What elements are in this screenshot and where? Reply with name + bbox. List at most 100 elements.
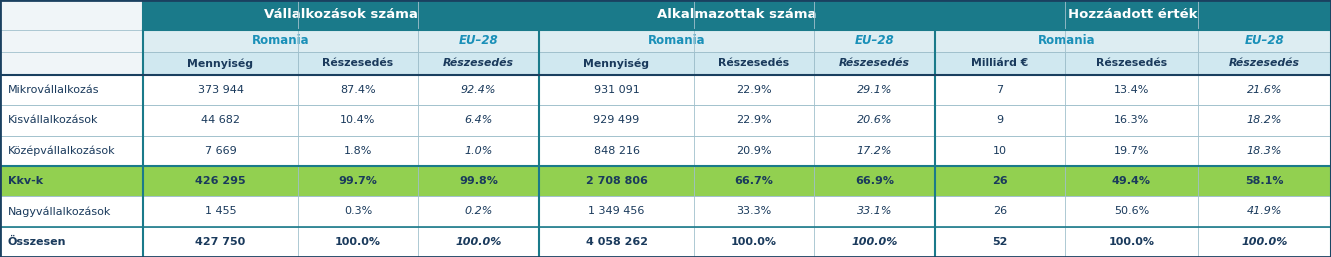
Text: 92.4%: 92.4% <box>461 85 496 95</box>
Text: 50.6%: 50.6% <box>1114 207 1149 216</box>
Bar <box>1198 30 1331 52</box>
Text: 0.3%: 0.3% <box>343 207 373 216</box>
Bar <box>934 52 1065 75</box>
Bar <box>142 30 418 52</box>
Text: 26: 26 <box>992 176 1008 186</box>
Text: 848 216: 848 216 <box>594 146 639 156</box>
Text: 22.9%: 22.9% <box>736 85 772 95</box>
Bar <box>539 0 934 30</box>
Text: Vállalkozások száma: Vállalkozások száma <box>264 8 418 22</box>
Text: Hozzáadott érték: Hozzáadott érték <box>1069 8 1198 22</box>
Text: Részesedés: Részesedés <box>719 59 789 69</box>
Text: 13.4%: 13.4% <box>1114 85 1149 95</box>
Text: 100.0%: 100.0% <box>1109 237 1154 247</box>
Bar <box>815 30 934 52</box>
Text: 20.9%: 20.9% <box>736 146 772 156</box>
Bar <box>815 52 934 75</box>
Bar <box>934 30 1198 52</box>
Bar <box>1198 52 1331 75</box>
Text: 10.4%: 10.4% <box>341 115 375 125</box>
Text: 29.1%: 29.1% <box>857 85 892 95</box>
Text: 41.9%: 41.9% <box>1247 207 1282 216</box>
Text: 100.0%: 100.0% <box>852 237 897 247</box>
Text: 58.1%: 58.1% <box>1246 176 1284 186</box>
Text: 44 682: 44 682 <box>201 115 240 125</box>
Text: 49.4%: 49.4% <box>1111 176 1151 186</box>
Text: Romania: Romania <box>1038 34 1095 48</box>
Text: Mikrovállalkozás: Mikrovállalkozás <box>8 85 100 95</box>
Text: Részesedés: Részesedés <box>1095 59 1167 69</box>
Text: 22.9%: 22.9% <box>736 115 772 125</box>
Text: Nagyvállalkozások: Nagyvállalkozások <box>8 206 112 217</box>
Text: 100.0%: 100.0% <box>731 237 777 247</box>
Text: Mennyiség: Mennyiség <box>583 58 650 69</box>
Text: 99.7%: 99.7% <box>338 176 378 186</box>
Bar <box>0 136 1331 166</box>
Text: Romania: Romania <box>252 34 309 48</box>
Text: 0.2%: 0.2% <box>465 207 492 216</box>
Bar <box>539 52 693 75</box>
Text: 19.7%: 19.7% <box>1114 146 1149 156</box>
Text: 427 750: 427 750 <box>196 237 246 247</box>
Text: EU–28: EU–28 <box>855 34 894 48</box>
Text: 18.2%: 18.2% <box>1247 115 1282 125</box>
Bar <box>0 75 1331 105</box>
Text: EU–28: EU–28 <box>459 34 498 48</box>
Text: 100.0%: 100.0% <box>1242 237 1287 247</box>
Bar <box>142 52 298 75</box>
Text: Kisvállalkozások: Kisvállalkozások <box>8 115 98 125</box>
Text: 18.3%: 18.3% <box>1247 146 1282 156</box>
Text: 10: 10 <box>993 146 1008 156</box>
Bar <box>0 227 1331 257</box>
Text: 373 944: 373 944 <box>197 85 244 95</box>
Text: Középvállalkozások: Középvállalkozások <box>8 145 116 156</box>
Text: 9: 9 <box>997 115 1004 125</box>
Text: 87.4%: 87.4% <box>341 85 375 95</box>
Text: 931 091: 931 091 <box>594 85 639 95</box>
Bar <box>693 52 815 75</box>
Bar <box>1065 52 1198 75</box>
Text: 929 499: 929 499 <box>594 115 640 125</box>
Bar <box>298 52 418 75</box>
Text: Részesedés: Részesedés <box>443 59 514 69</box>
Bar <box>934 0 1331 30</box>
Bar <box>539 30 815 52</box>
Text: 1 455: 1 455 <box>205 207 237 216</box>
Text: 6.4%: 6.4% <box>465 115 492 125</box>
Text: 16.3%: 16.3% <box>1114 115 1149 125</box>
Bar <box>0 196 1331 227</box>
Text: 426 295: 426 295 <box>196 176 246 186</box>
Text: 26: 26 <box>993 207 1008 216</box>
Bar <box>418 30 539 52</box>
Text: 7: 7 <box>997 85 1004 95</box>
Text: EU–28: EU–28 <box>1244 34 1284 48</box>
Bar <box>142 0 539 30</box>
Text: 1.8%: 1.8% <box>343 146 373 156</box>
Text: 66.7%: 66.7% <box>735 176 773 186</box>
Text: Alkalmazottak száma: Alkalmazottak száma <box>658 8 817 22</box>
Text: 52: 52 <box>993 237 1008 247</box>
Text: 33.3%: 33.3% <box>736 207 772 216</box>
Text: Romania: Romania <box>648 34 705 48</box>
Text: 100.0%: 100.0% <box>455 237 502 247</box>
Bar <box>418 52 539 75</box>
Text: Összesen: Összesen <box>8 237 67 247</box>
Text: 21.6%: 21.6% <box>1247 85 1282 95</box>
Text: 1.0%: 1.0% <box>465 146 492 156</box>
Text: Részesedés: Részesedés <box>839 59 910 69</box>
Text: 17.2%: 17.2% <box>857 146 892 156</box>
Text: 1 349 456: 1 349 456 <box>588 207 644 216</box>
Text: Részesedés: Részesedés <box>322 59 394 69</box>
Text: 4 058 262: 4 058 262 <box>586 237 647 247</box>
Text: 99.8%: 99.8% <box>459 176 498 186</box>
Bar <box>0 166 1331 196</box>
Text: 66.9%: 66.9% <box>855 176 894 186</box>
Text: Milliárd €: Milliárd € <box>972 59 1029 69</box>
Text: 7 669: 7 669 <box>205 146 237 156</box>
Text: Kkv-k: Kkv-k <box>8 176 43 186</box>
Text: 100.0%: 100.0% <box>335 237 381 247</box>
Text: Részesedés: Részesedés <box>1229 59 1300 69</box>
Bar <box>0 105 1331 136</box>
Text: 2 708 806: 2 708 806 <box>586 176 647 186</box>
Text: 33.1%: 33.1% <box>857 207 892 216</box>
